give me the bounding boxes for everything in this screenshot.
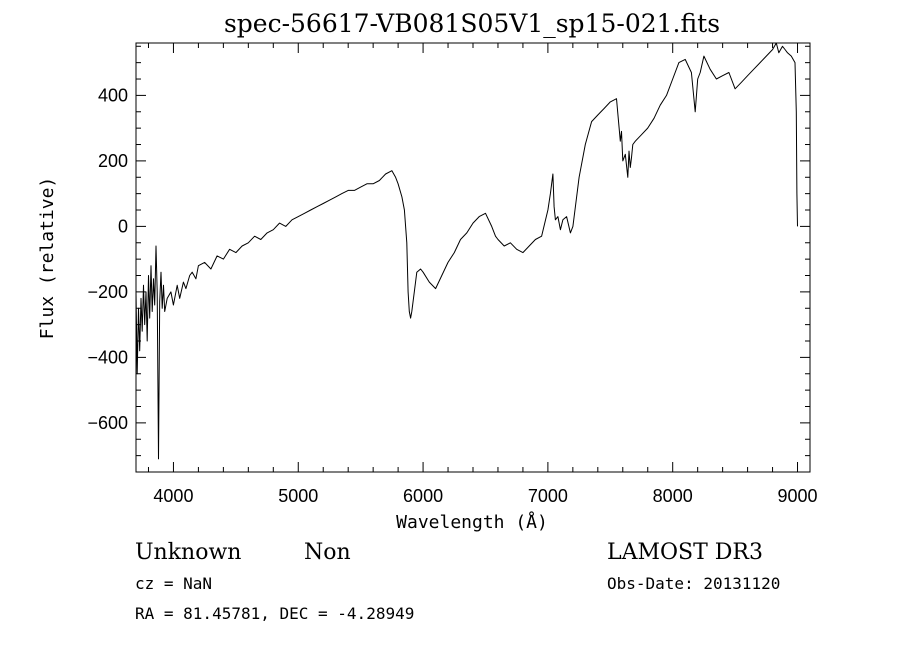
x-tick-label: 8000 (653, 486, 693, 506)
y-axis: −600 −400 −200 0 200 400 (87, 45, 810, 457)
x-tick-label: 7000 (528, 486, 568, 506)
survey-name: LAMOST DR3 (607, 540, 763, 565)
plot-frame (135, 42, 811, 473)
y-tick-label: 400 (98, 85, 128, 105)
object-class: Unknown (135, 540, 241, 565)
x-tick-label: 4000 (153, 486, 193, 506)
object-subclass: Non (304, 540, 351, 565)
x-axis: 4000 5000 6000 7000 8000 9000 (147, 43, 818, 506)
chart-title: spec-56617-VB081S05V1_sp15-021.fits (224, 9, 720, 38)
y-tick-label: −400 (87, 347, 128, 367)
y-tick-label: 200 (98, 151, 128, 171)
y-tick-label: −200 (87, 282, 128, 302)
obs-date-text: Obs-Date: 20131120 (607, 574, 780, 593)
y-axis-label: Flux (relative) (37, 177, 58, 340)
x-tick-label: 6000 (403, 486, 443, 506)
y-tick-label: −600 (87, 413, 128, 433)
x-tick-label: 9000 (777, 486, 817, 506)
y-tick-label: 0 (118, 216, 128, 236)
coordinates-text: RA = 81.45781, DEC = -4.28949 (135, 604, 414, 623)
x-tick-label: 5000 (278, 486, 318, 506)
x-axis-label: Wavelength (Å) (396, 511, 548, 533)
redshift-text: cz = NaN (135, 574, 212, 593)
spectrum-line (135, 42, 798, 460)
